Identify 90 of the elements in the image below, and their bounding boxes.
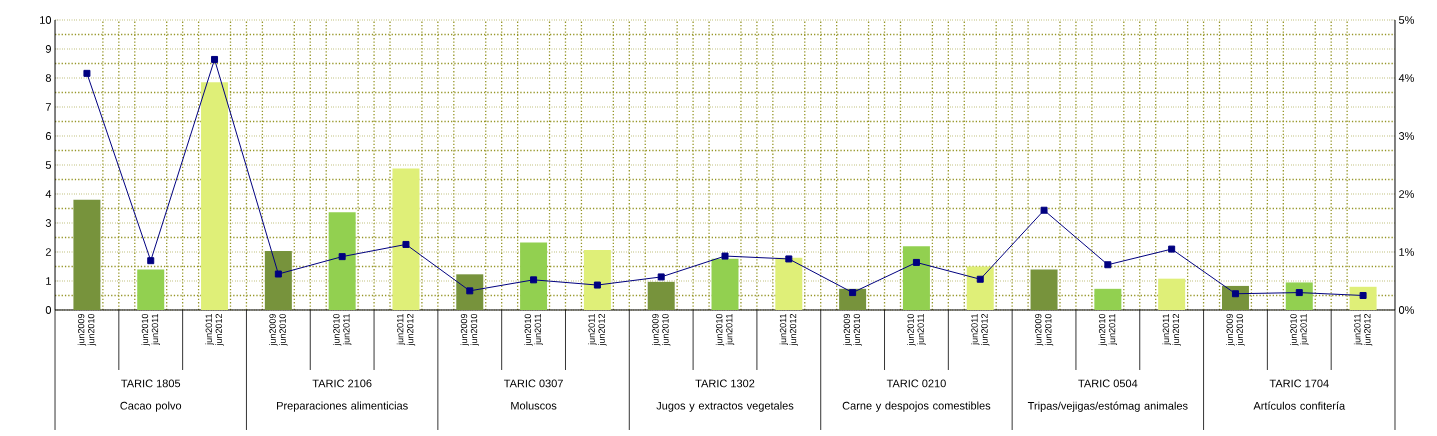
bar xyxy=(392,168,420,310)
text: Moluscos xyxy=(511,401,557,410)
text: TARIC 2106 xyxy=(312,379,372,388)
y-tick-label: 5 xyxy=(45,161,52,169)
x-tick-label: jun2009 jun2010 xyxy=(1226,313,1245,346)
point xyxy=(912,258,920,266)
x-tick-label: jun2011 jun2012 xyxy=(779,313,799,346)
bar xyxy=(264,251,292,310)
y2-tick-label: 2% xyxy=(1399,190,1415,198)
bar xyxy=(775,257,803,310)
x-tick-label: jun2010 jun2011 xyxy=(524,313,543,346)
point xyxy=(849,289,857,297)
point xyxy=(1104,261,1112,269)
bar xyxy=(966,266,994,310)
x-tick-label: jun2009 jun2010 xyxy=(269,313,288,346)
x-tick-label: jun2009 jun2010 xyxy=(1034,313,1054,346)
point xyxy=(657,273,665,281)
bar xyxy=(201,82,229,310)
x-tick-label: jun2011 jun2012 xyxy=(971,313,990,346)
y-tick-label: 1 xyxy=(46,277,51,285)
text: TARIC 1805 xyxy=(121,379,181,388)
text: TARIC 0210 xyxy=(886,379,946,388)
x-tick-label: jun2011 jun2012 xyxy=(396,313,416,346)
y2-tick-label: 5% xyxy=(1398,16,1415,24)
text: TARIC 0504 xyxy=(1078,379,1138,388)
point xyxy=(402,240,410,248)
point xyxy=(593,281,601,289)
y2-tick-label: 1% xyxy=(1399,248,1415,256)
y-tick-label: 0 xyxy=(45,306,52,314)
x-tick-label: jun2011 jun2012 xyxy=(1162,313,1181,346)
x-tick-label: jun2009 jun2010 xyxy=(843,313,862,346)
text: Carne y despojos comestibles xyxy=(842,401,991,412)
x-tick-label: jun2011 jun2012 xyxy=(588,313,607,346)
x-tick-label: jun2009 jun2010 xyxy=(652,313,671,346)
x-tick-label: jun2010 jun2011 xyxy=(715,313,735,346)
bar xyxy=(328,212,356,310)
y-tick-label: 3 xyxy=(45,219,51,227)
y-tick-label: 10 xyxy=(40,16,52,24)
point xyxy=(530,276,538,284)
y2-tick-label: 3% xyxy=(1398,132,1415,140)
bar xyxy=(711,258,739,310)
point xyxy=(1359,291,1367,299)
text: Preparaciones alimenticias xyxy=(277,401,408,412)
point xyxy=(1295,289,1303,297)
bar xyxy=(1158,278,1186,310)
x-tick-label: jun2010 jun2011 xyxy=(332,313,352,346)
bar xyxy=(73,199,101,310)
text: Cacao polvo xyxy=(120,401,182,412)
y-tick-label: 4 xyxy=(45,190,52,198)
bar xyxy=(1030,269,1058,310)
bar xyxy=(520,242,548,310)
x-tick-label: jun2011 jun2012 xyxy=(1353,313,1373,346)
x-tick-label: jun2009 jun2010 xyxy=(460,313,479,346)
x-tick-label: jun2010 jun2011 xyxy=(141,313,160,346)
text: Tripas/vejigas/estómag animales xyxy=(1027,401,1188,412)
point xyxy=(83,69,91,77)
y2-tick-label: 0% xyxy=(1398,306,1415,314)
x-tick-label: jun2011 jun2012 xyxy=(205,313,224,346)
y-tick-label: 2 xyxy=(45,248,51,256)
point xyxy=(147,257,155,265)
bar xyxy=(456,274,484,310)
text: TARIC 1704 xyxy=(1269,379,1329,388)
bar xyxy=(647,281,675,310)
point xyxy=(338,253,346,261)
y-tick-label: 8 xyxy=(45,74,51,82)
bar xyxy=(1094,288,1122,310)
point xyxy=(466,287,474,295)
y-tick-label: 9 xyxy=(45,45,51,53)
x-tick-label: jun2009 jun2010 xyxy=(77,313,97,346)
y2-tick-label: 4% xyxy=(1398,74,1415,82)
bar xyxy=(583,249,611,310)
y-tick-label: 6 xyxy=(45,132,51,140)
text: Jugos y extractos vegetales xyxy=(656,401,794,412)
x-tick-label: jun2010 jun2011 xyxy=(1290,313,1309,346)
point xyxy=(211,55,219,63)
bar xyxy=(137,269,165,310)
text: TARIC 0307 xyxy=(503,379,563,388)
text: Artículos confitería xyxy=(1253,401,1346,410)
point xyxy=(1168,245,1176,253)
point xyxy=(721,252,729,260)
point xyxy=(976,275,984,283)
bar xyxy=(902,246,930,310)
x-tick-label: jun2010 jun2011 xyxy=(907,313,926,346)
point xyxy=(274,270,282,278)
point xyxy=(1040,206,1048,214)
point xyxy=(1231,290,1239,298)
point xyxy=(785,255,793,263)
y-tick-label: 7 xyxy=(45,103,51,111)
x-tick-label: jun2010 jun2011 xyxy=(1098,313,1118,346)
text: TARIC 1302 xyxy=(695,379,755,388)
